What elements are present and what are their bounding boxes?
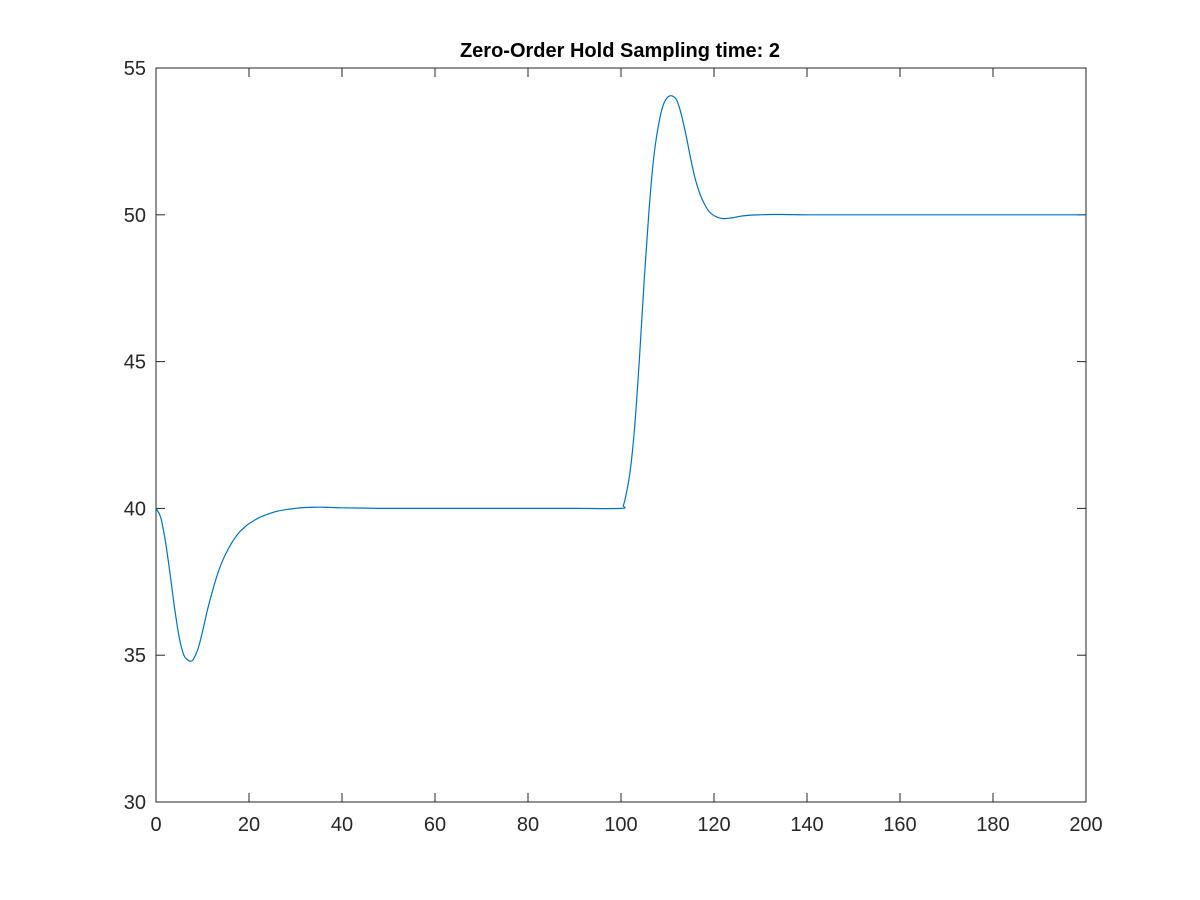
series-line-0 — [155, 95, 1086, 662]
y-tick-label-40: 40 — [124, 498, 146, 520]
ticks: 0 20 40 60 80 100 120 140 160 180 200 30 35 40 45 50 55 — [124, 58, 1103, 836]
y-tick-label-50: 50 — [124, 205, 146, 227]
x-tick-label-80: 80 — [517, 814, 539, 836]
y-tick-label-30: 30 — [124, 792, 146, 814]
y-tick-label-55: 55 — [124, 58, 146, 80]
axes-box — [155, 67, 1087, 803]
x-tick-label-140: 140 — [790, 814, 823, 836]
x-tick-label-180: 180 — [976, 814, 1009, 836]
x-tick-label-40: 40 — [331, 814, 353, 836]
x-tick-label-100: 100 — [604, 814, 637, 836]
x-tick-label-120: 120 — [697, 814, 730, 836]
chart-title: Zero-Order Hold Sampling time: 2 — [460, 40, 780, 62]
x-tick-label-0: 0 — [150, 814, 161, 836]
x-tick-label-60: 60 — [424, 814, 446, 836]
x-tick-label-160: 160 — [883, 814, 916, 836]
y-tick-label-35: 35 — [124, 645, 146, 667]
x-tick-label-200: 200 — [1069, 814, 1102, 836]
x-tick-label-20: 20 — [238, 814, 260, 836]
y-tick-label-45: 45 — [124, 352, 146, 374]
data-series — [155, 95, 1086, 662]
